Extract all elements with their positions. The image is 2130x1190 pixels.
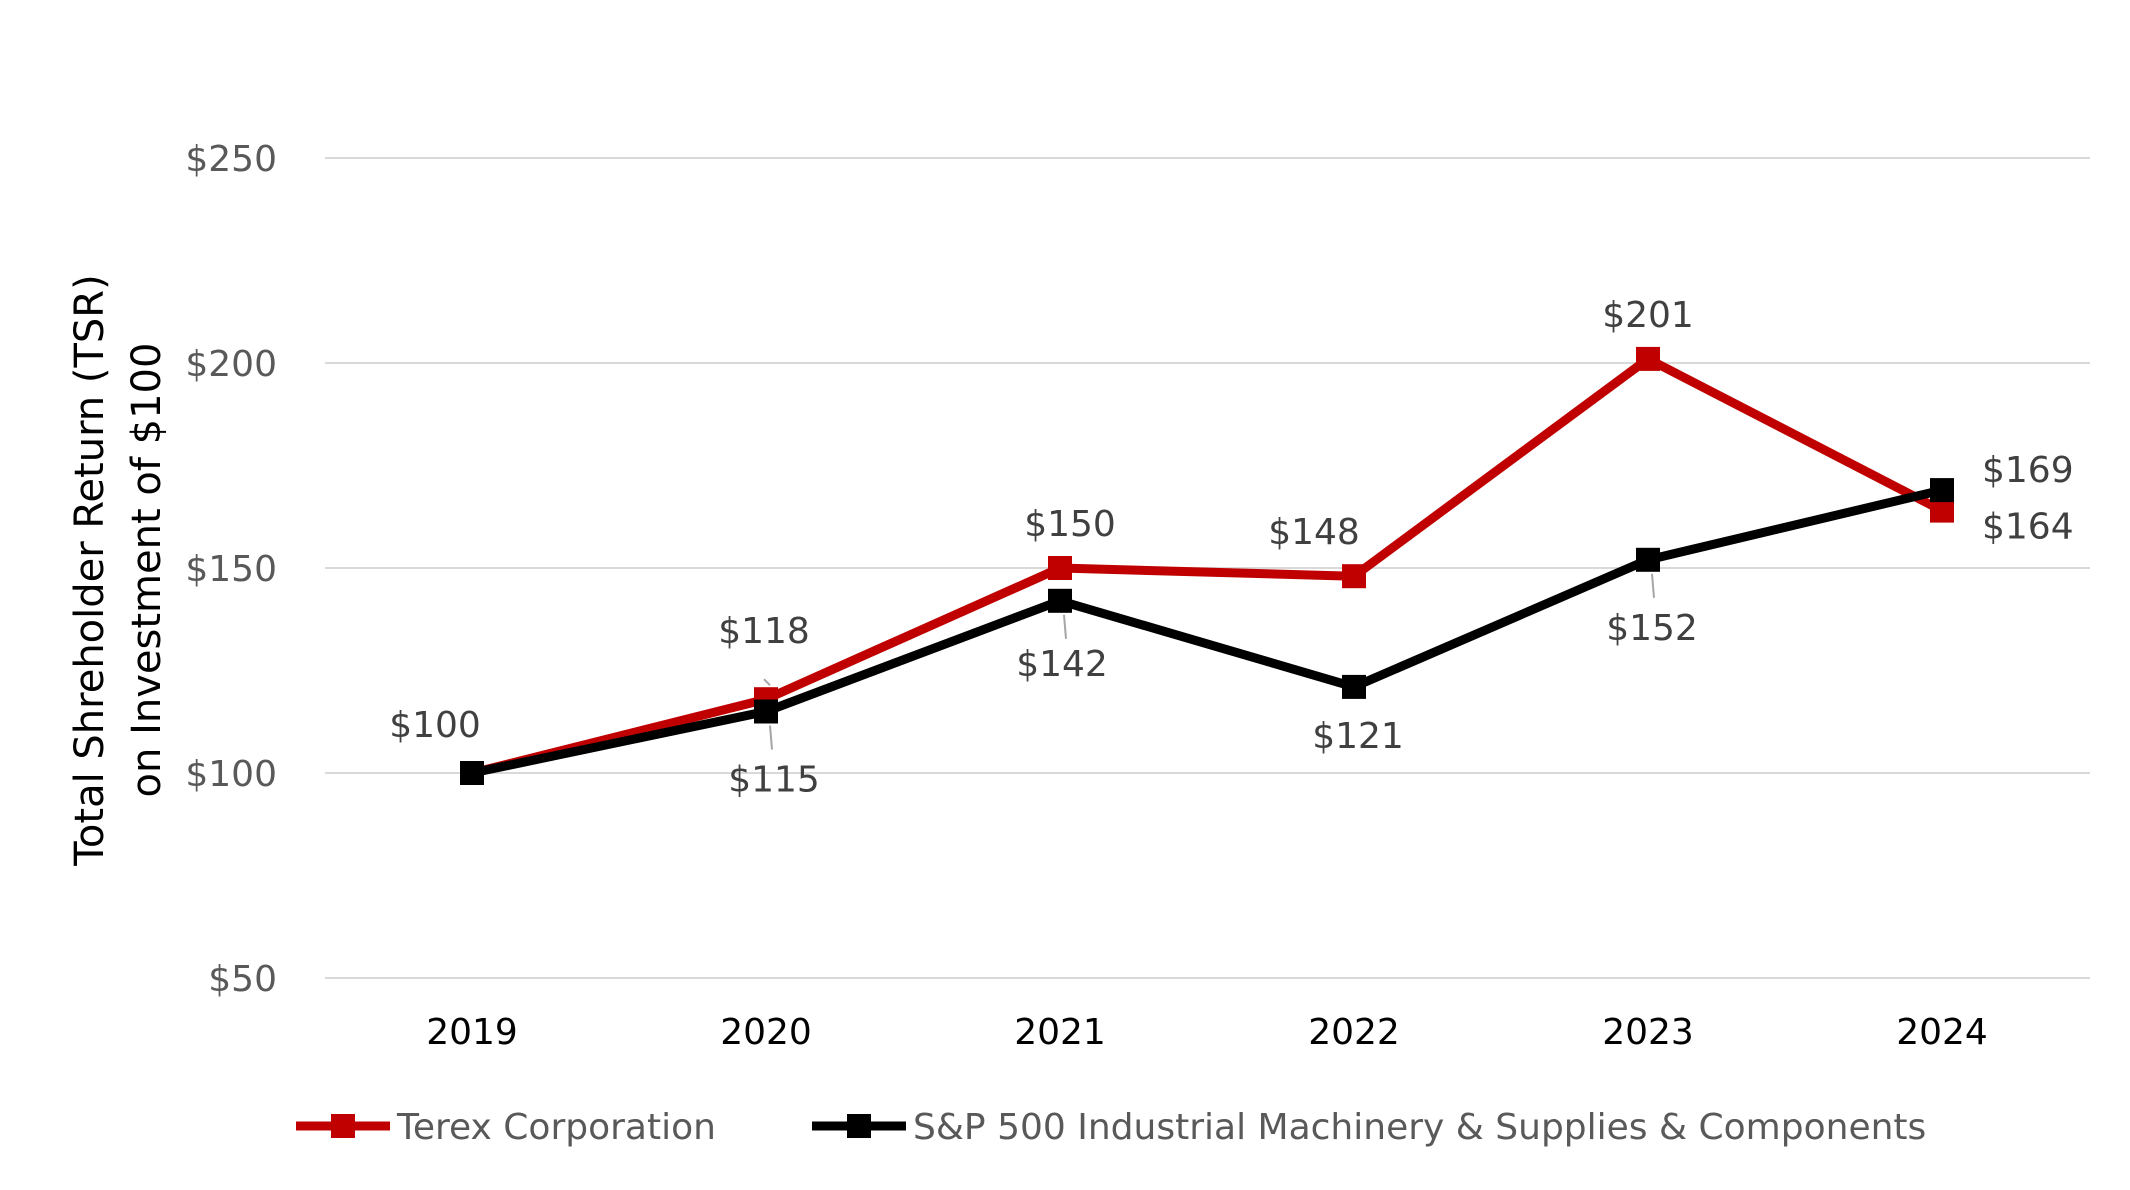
data-label: $121 [1312,716,1404,757]
y-axis-ticks: $50 $100 $150 $200 $250 [185,139,277,1000]
legend-item: Terex Corporation [296,1107,716,1148]
series-terex [460,346,1954,785]
x-axis-ticks: 2019 2020 2021 2022 2023 2024 [426,1012,1988,1053]
label-leader-line [769,725,773,750]
y-axis-title: Total Shreholder Return (TSR) on Investm… [67,274,170,866]
y-tick-label: $200 [185,344,277,385]
data-point-marker [460,761,484,785]
legend-label: Terex Corporation [396,1107,716,1148]
data-point-marker [1930,478,1954,503]
y-axis-title-line-2: on Investment of $100 [124,343,170,798]
x-tick-label: 2022 [1308,1012,1400,1053]
data-label: $148 [1268,512,1360,553]
x-tick-label: 2024 [1896,1012,1988,1053]
legend-swatch-marker [331,1114,355,1138]
data-label: $169 [1982,450,2074,491]
series-lines [460,346,1954,785]
x-tick-label: 2023 [1602,1012,1694,1053]
data-point-marker [1342,564,1366,589]
y-tick-label: $100 [185,754,277,795]
y-axis-title-line-1: Total Shreholder Return (TSR) [67,274,113,866]
label-leader-line [1651,573,1655,598]
legend-swatch-marker [847,1114,871,1138]
data-label: $164 [1982,507,2074,548]
data-point-marker [1636,547,1660,572]
data-label: $100 [389,705,481,746]
data-label: $118 [718,611,810,652]
series-sp500-industrial-machinery [460,478,1954,785]
data-point-marker [1930,498,1954,523]
data-point-marker [754,699,778,724]
legend-item: S&P 500 Industrial Machinery & Supplies … [812,1107,1926,1148]
y-tick-label: $50 [208,959,277,1000]
data-point-marker [1342,674,1366,699]
data-label: $142 [1016,644,1108,685]
data-label: $201 [1602,295,1694,336]
series-line [471,485,1944,778]
data-point-marker [1048,556,1072,580]
data-labels: $100 $118 $150 $148 $201 $164 $115 $142 $121 $152… [389,295,2073,801]
data-label: $152 [1606,608,1698,649]
data-label: $115 [728,760,820,801]
label-leader-line [1063,614,1067,639]
x-tick-label: 2021 [1014,1012,1106,1053]
y-tick-label: $150 [185,549,277,590]
data-label: $150 [1024,504,1116,545]
legend-label: S&P 500 Industrial Machinery & Supplies … [913,1107,1926,1148]
y-tick-label: $250 [185,139,277,180]
label-leader-lines [763,573,1655,750]
series-line [470,354,1945,778]
x-tick-label: 2019 [426,1012,518,1053]
data-point-marker [1636,346,1660,371]
legend: Terex Corporation S&P 500 Industrial Mach… [296,1107,1926,1148]
data-point-marker [1048,588,1072,613]
label-leader-line [763,678,771,686]
x-tick-label: 2020 [720,1012,812,1053]
